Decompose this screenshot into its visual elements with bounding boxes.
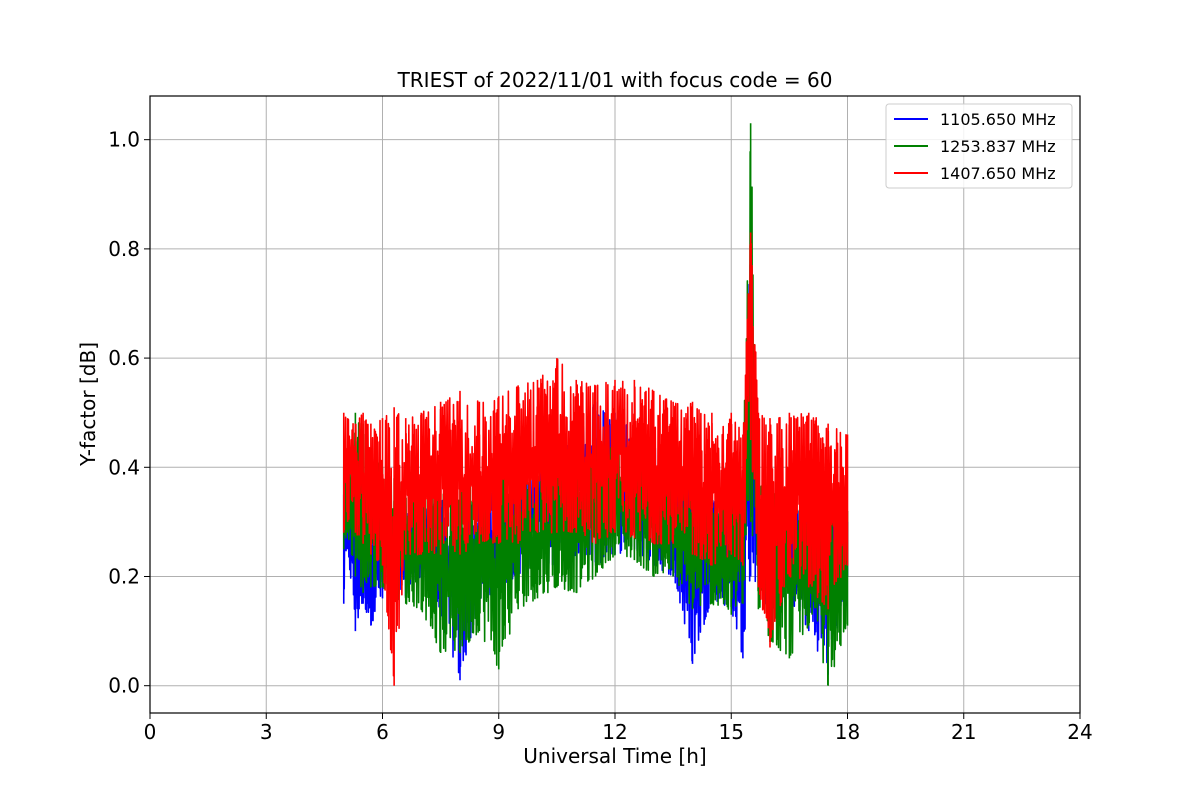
legend-label: 1253.837 MHz (940, 137, 1056, 156)
legend-entries: 1105.650 MHz 1253.837 MHz 1407.650 MHz (894, 110, 1056, 183)
plot-series (342, 123, 849, 686)
legend-label: 1407.650 MHz (940, 164, 1056, 183)
x-tick-label: 0 (144, 720, 157, 744)
x-axis-label: Universal Time [h] (523, 744, 706, 768)
chart-title: TRIEST of 2022/11/01 with focus code = 6… (397, 68, 833, 92)
x-tick-label: 3 (260, 720, 273, 744)
y-axis-label: Y-factor [dB] (76, 342, 100, 467)
y-tick-label: 0.6 (108, 346, 140, 370)
series-line-3 (342, 232, 849, 686)
x-axis-ticks: 0 3 6 9 12 15 18 21 24 (144, 713, 1093, 744)
legend: 1105.650 MHz 1253.837 MHz 1407.650 MHz (885, 103, 1073, 189)
y-tick-label: 0.2 (108, 564, 140, 588)
legend-label: 1105.650 MHz (940, 110, 1056, 129)
x-tick-label: 6 (376, 720, 389, 744)
x-tick-label: 12 (602, 720, 627, 744)
x-tick-label: 21 (951, 720, 976, 744)
y-tick-label: 0.0 (108, 674, 140, 698)
x-tick-label: 15 (719, 720, 744, 744)
y-axis-ticks: 0.0 0.2 0.4 0.6 0.8 1.0 (108, 128, 150, 698)
y-tick-label: 1.0 (108, 128, 140, 152)
x-tick-label: 9 (492, 720, 505, 744)
legend-box (885, 103, 1073, 189)
y-tick-label: 0.8 (108, 237, 140, 261)
x-tick-label: 18 (835, 720, 860, 744)
y-tick-label: 0.4 (108, 455, 140, 479)
x-tick-label: 24 (1067, 720, 1092, 744)
